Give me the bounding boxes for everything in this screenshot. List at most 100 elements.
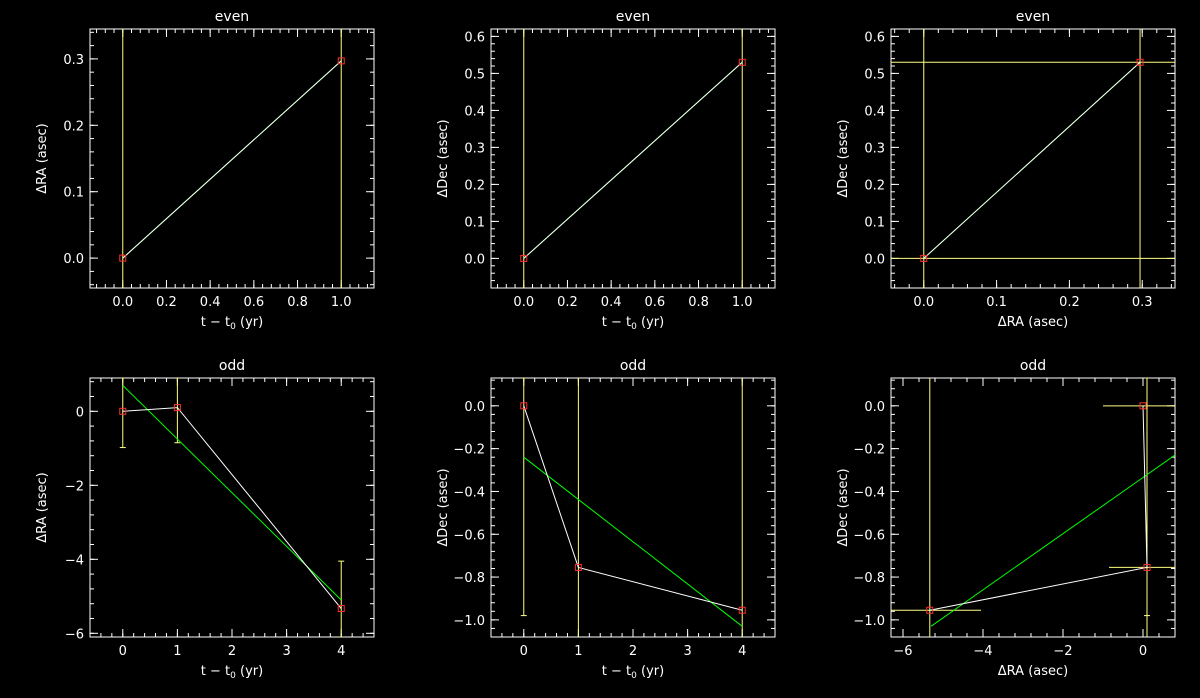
- y-tick-label: 0.4: [864, 104, 885, 119]
- x-tick-label: 0.8: [287, 295, 308, 310]
- y-axis-label: ΔDec (asec): [836, 468, 851, 546]
- x-axis-label-subscript: 0: [631, 322, 637, 332]
- y-tick-label: 0.0: [864, 252, 885, 267]
- y-tick-label: −0.2: [853, 443, 885, 458]
- plot-frame: [890, 377, 1176, 638]
- y-tick-label: 0.4: [464, 104, 485, 119]
- x-axis-label-unit: (yr): [637, 315, 664, 330]
- plot-area: [119, 378, 345, 637]
- y-tick-label: 0.2: [864, 178, 885, 193]
- x-tick-label: 0.8: [688, 295, 709, 310]
- y-tick-label: 0.0: [63, 252, 84, 267]
- x-axis-label-subscript: 0: [631, 671, 637, 681]
- x-tick-label: 4: [337, 644, 345, 659]
- data-point: [520, 402, 528, 410]
- y-tick-label: −0.6: [453, 528, 485, 543]
- x-axis-label: t − t0 (yr): [602, 664, 664, 681]
- y-tick-label: −6: [65, 627, 84, 642]
- x-tick-label: 1.0: [331, 295, 352, 310]
- x-tick-label: 0.1: [986, 295, 1007, 310]
- x-axis-label-main: t − t: [201, 315, 230, 330]
- x-axis-label-unit: (yr): [637, 664, 664, 679]
- fit-line: [930, 454, 1175, 627]
- x-tick-label: 2: [228, 644, 236, 659]
- x-tick-label: 0: [119, 644, 127, 659]
- x-tick-label: 0.6: [645, 295, 666, 310]
- panel-even-dec-vs-time: 0.0 0.2 0.4 0.6 0.8 1.0 0.0 0.1 0.2 0.3 0.4 0.5 0.6 e…: [436, 9, 776, 332]
- panel-even-dec-vs-ra: 0.0 0.1 0.2 0.3 0.0 0.1 0.2 0.3 0.4 0.5 0.6 even ΔRA…: [836, 9, 1176, 330]
- x-tick-label: 0: [520, 644, 528, 659]
- x-tick-label: 0.4: [200, 295, 221, 310]
- y-tick-label: −2: [65, 479, 84, 494]
- x-tick-label: 1: [574, 644, 582, 659]
- data-line: [929, 405, 1148, 611]
- data-point: [1143, 563, 1151, 571]
- y-axis-label: ΔDec (asec): [436, 119, 451, 197]
- y-tick-label: −0.4: [853, 485, 885, 500]
- y-tick-label: 0: [76, 405, 84, 420]
- data-point: [738, 606, 746, 614]
- x-tick-label: 2: [629, 644, 637, 659]
- y-tick-label: 0.5: [464, 67, 485, 82]
- plot-frame: [490, 28, 776, 289]
- y-axis-label: ΔDec (asec): [436, 468, 451, 546]
- x-tick-label: 1: [173, 644, 181, 659]
- x-tick-label: −4: [973, 644, 992, 659]
- plot-area: [119, 29, 345, 288]
- data-line: [523, 405, 743, 611]
- y-tick-label: 0.3: [464, 141, 485, 156]
- data-point: [119, 254, 127, 262]
- x-axis-label-subscript: 0: [230, 671, 236, 681]
- plot-frame: [89, 28, 375, 289]
- plot-area: [520, 29, 746, 288]
- data-point: [574, 563, 582, 571]
- x-tick-label: 0.2: [156, 295, 177, 310]
- y-axis-label: ΔRA (asec): [35, 123, 50, 193]
- data-point: [520, 254, 528, 262]
- x-tick-label: −6: [893, 644, 912, 659]
- y-axis-label: ΔRA (asec): [35, 472, 50, 542]
- x-tick-label: 3: [282, 644, 290, 659]
- x-tick-label: 3: [683, 644, 691, 659]
- plot-area: [891, 378, 1175, 637]
- y-tick-label: 0.6: [864, 30, 885, 45]
- data-point: [1136, 58, 1144, 66]
- x-tick-label: 0.4: [601, 295, 622, 310]
- y-tick-label: −0.2: [453, 443, 485, 458]
- x-axis-label-subscript: 0: [230, 322, 236, 332]
- data-point: [337, 605, 345, 613]
- y-tick-label: −1.0: [853, 614, 885, 629]
- data-point: [1139, 402, 1147, 410]
- y-tick-label: 0.1: [864, 215, 885, 230]
- data-line: [523, 61, 743, 259]
- y-tick-label: 0.3: [63, 53, 84, 68]
- x-axis-label-unit: (yr): [236, 315, 263, 330]
- x-axis-label-main: t − t: [201, 664, 230, 679]
- y-tick-label: 0.6: [464, 30, 485, 45]
- panel-title: odd: [620, 358, 646, 374]
- x-tick-label: 0.3: [1132, 295, 1153, 310]
- y-tick-label: 0.0: [464, 252, 485, 267]
- y-tick-label: 0.5: [864, 67, 885, 82]
- y-tick-label: −1.0: [453, 614, 485, 629]
- y-tick-label: 0.2: [63, 119, 84, 134]
- x-axis-label-unit: (yr): [236, 664, 263, 679]
- x-tick-label: 0.0: [913, 295, 934, 310]
- x-tick-label: 0.6: [244, 295, 265, 310]
- plot-frame: [890, 28, 1176, 289]
- plot-frame: [490, 377, 776, 638]
- y-tick-label: −0.6: [853, 528, 885, 543]
- x-axis-label: t − t0 (yr): [201, 664, 263, 681]
- x-tick-label: 4: [738, 644, 746, 659]
- x-tick-label: 0: [1139, 644, 1147, 659]
- x-axis-label-main: ΔRA (asec): [998, 315, 1068, 330]
- plot-frame: [89, 377, 375, 638]
- x-axis-label: ΔRA (asec): [998, 315, 1068, 330]
- x-tick-label: 0.2: [1059, 295, 1080, 310]
- y-tick-label: −0.8: [453, 571, 485, 586]
- data-line: [122, 407, 342, 609]
- x-axis-label: t − t0 (yr): [201, 315, 263, 332]
- y-tick-label: 0.1: [63, 186, 84, 201]
